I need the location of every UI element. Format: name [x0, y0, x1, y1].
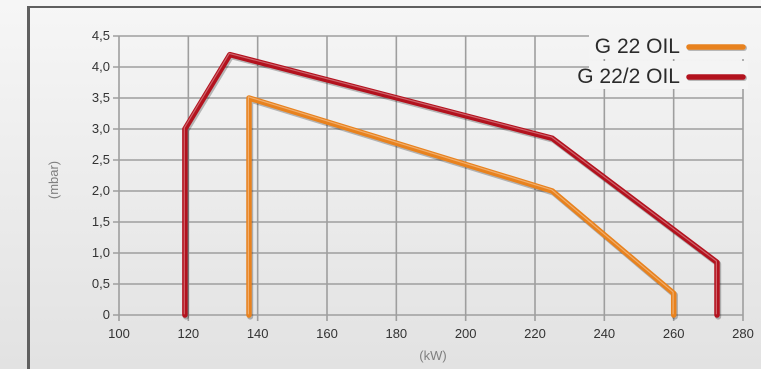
legend: G 22 OIL G 22/2 OIL [577, 31, 748, 89]
legend-label: G 22 OIL [595, 35, 680, 58]
series-highlight [247, 96, 674, 315]
x-tick-label: 240 [593, 326, 615, 341]
x-tick-label: 280 [732, 326, 754, 341]
x-axis-label: (kW) [419, 348, 446, 363]
y-axis-label: (mbar) [46, 161, 61, 199]
x-tick-label: 200 [455, 326, 477, 341]
series-line [182, 51, 720, 318]
y-tick-label: 1,0 [92, 245, 110, 260]
chart-frame-top [27, 6, 761, 8]
y-tick-label: 2,5 [92, 152, 110, 167]
x-tick-label: 100 [108, 326, 130, 341]
series-lines [182, 51, 722, 320]
y-tick-label: 4,0 [92, 59, 110, 74]
x-tick-label: 160 [316, 326, 338, 341]
y-tick-label: 2,0 [92, 183, 110, 198]
y-tick-label: 0 [103, 307, 110, 322]
x-tick-label: 260 [663, 326, 685, 341]
x-tick-label: 220 [524, 326, 546, 341]
y-tick-label: 3,0 [92, 121, 110, 136]
x-tick-label: 120 [177, 326, 199, 341]
series-highlight [183, 52, 717, 315]
legend-label: G 22/2 OIL [577, 65, 680, 88]
y-tick-label: 0,5 [92, 276, 110, 291]
tick-labels: 100 120 140 160 180 200 220 240 260 280 0 0,5 1,0 1,5… [92, 28, 754, 341]
y-tick-label: 4,5 [92, 28, 110, 43]
x-tick-label: 180 [385, 326, 407, 341]
y-tick-label: 1,5 [92, 214, 110, 229]
x-tick-label: 140 [247, 326, 269, 341]
y-tick-label: 3,5 [92, 90, 110, 105]
chart-frame-left [27, 6, 30, 369]
series-line [246, 95, 677, 318]
